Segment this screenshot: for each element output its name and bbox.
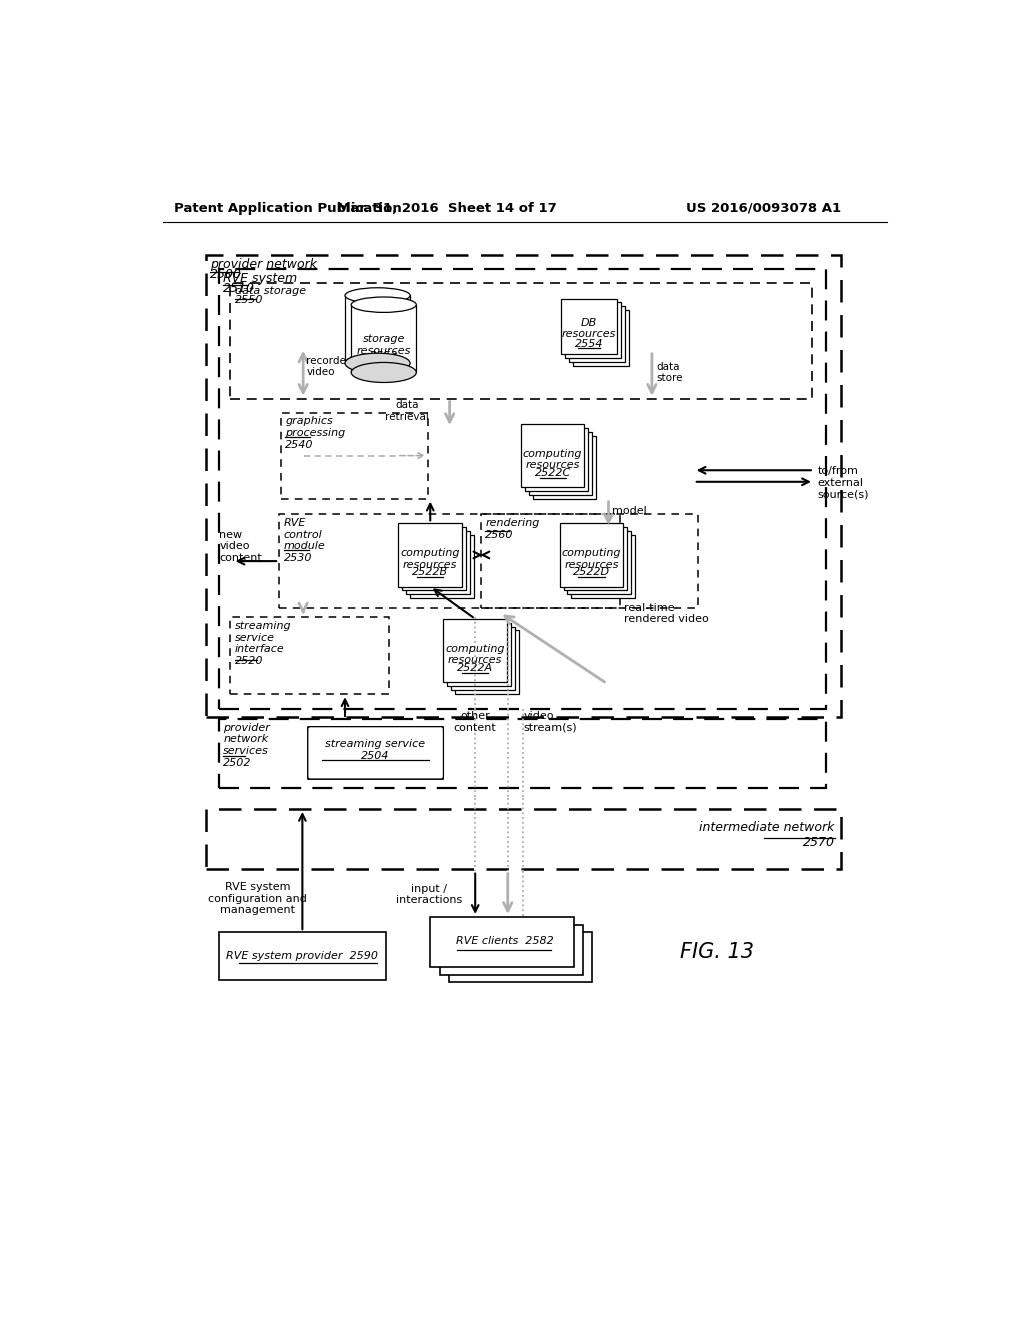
Text: recorded
video: recorded video — [306, 355, 352, 378]
Text: 2522D: 2522D — [572, 568, 610, 577]
Ellipse shape — [351, 297, 417, 313]
Text: data
retrieval: data retrieval — [385, 400, 429, 422]
Text: other
content: other content — [454, 711, 497, 733]
Text: RVE clients  2582: RVE clients 2582 — [456, 936, 554, 946]
Text: streaming
service
interface
2520: streaming service interface 2520 — [234, 622, 292, 667]
Text: 2550: 2550 — [234, 296, 263, 305]
Bar — [219, 268, 825, 709]
Ellipse shape — [345, 354, 410, 374]
Text: provider network: provider network — [210, 257, 317, 271]
FancyBboxPatch shape — [308, 726, 443, 779]
Text: 2522B: 2522B — [413, 568, 449, 577]
Text: streaming service
2504: streaming service 2504 — [326, 739, 425, 760]
Text: 2522C: 2522C — [535, 469, 570, 478]
Text: Mar. 31, 2016  Sheet 14 of 17: Mar. 31, 2016 Sheet 14 of 17 — [338, 202, 557, 215]
Bar — [219, 932, 386, 979]
Bar — [528, 432, 592, 495]
Bar — [407, 531, 470, 594]
Bar — [571, 535, 635, 598]
Bar — [524, 428, 589, 491]
Text: computing
resources: computing resources — [523, 449, 583, 470]
Bar — [447, 623, 511, 686]
Bar — [439, 924, 583, 974]
Bar — [480, 515, 697, 609]
Bar — [280, 515, 621, 609]
Bar — [206, 809, 841, 869]
Text: new
video
content: new video content — [219, 529, 262, 562]
Bar — [452, 627, 515, 689]
Bar — [281, 412, 428, 499]
Text: input /
interactions: input / interactions — [395, 884, 462, 906]
Text: storage
resources: storage resources — [356, 334, 411, 355]
Bar — [532, 436, 596, 499]
Text: RVE system
configuration and
management: RVE system configuration and management — [208, 882, 307, 915]
Text: 2510: 2510 — [223, 281, 255, 294]
Bar — [563, 527, 627, 590]
Text: data storage: data storage — [234, 286, 306, 296]
Text: Patent Application Publication: Patent Application Publication — [174, 202, 402, 215]
Bar — [219, 719, 825, 788]
Bar — [565, 302, 621, 358]
Bar — [567, 531, 631, 594]
Bar — [402, 527, 466, 590]
Text: model: model — [611, 506, 646, 516]
Bar — [561, 298, 617, 354]
Text: RVE
control
module
2530: RVE control module 2530 — [284, 517, 326, 562]
Bar — [443, 619, 507, 682]
Text: data
store: data store — [656, 362, 683, 383]
Bar — [521, 424, 585, 487]
Text: US 2016/0093078 A1: US 2016/0093078 A1 — [686, 202, 841, 215]
Bar — [230, 618, 389, 694]
Bar — [560, 523, 624, 586]
Ellipse shape — [345, 288, 410, 304]
Text: real-time
rendered video: real-time rendered video — [624, 603, 709, 624]
Text: computing
resources: computing resources — [400, 548, 460, 570]
Bar — [345, 296, 410, 363]
Bar — [308, 726, 443, 779]
Bar — [230, 284, 812, 399]
Bar — [569, 306, 625, 362]
Text: to/from
external
source(s): to/from external source(s) — [818, 466, 869, 499]
Text: 2522A: 2522A — [457, 663, 494, 673]
Bar — [351, 305, 417, 372]
Bar — [455, 631, 518, 693]
Text: FIG. 13: FIG. 13 — [680, 941, 754, 961]
Bar — [572, 310, 629, 366]
Bar — [206, 255, 841, 717]
Bar — [449, 932, 592, 982]
Text: video
stream(s): video stream(s) — [523, 711, 577, 733]
Text: 2552: 2552 — [370, 351, 398, 360]
Text: 2554: 2554 — [574, 339, 603, 348]
Text: provider
network
services
2502: provider network services 2502 — [223, 723, 270, 768]
Bar — [398, 523, 462, 586]
Text: rendering
2560: rendering 2560 — [485, 517, 540, 540]
Text: intermediate network
2570: intermediate network 2570 — [699, 821, 835, 849]
Bar — [410, 535, 474, 598]
Text: RVE system provider  2590: RVE system provider 2590 — [226, 952, 379, 961]
Text: computing
resources: computing resources — [445, 644, 505, 665]
Text: RVE system: RVE system — [223, 272, 297, 285]
Bar — [430, 917, 573, 966]
Text: DB
resources: DB resources — [562, 318, 616, 339]
Text: 2500: 2500 — [210, 268, 242, 281]
Text: graphics
processing
2540: graphics processing 2540 — [286, 416, 345, 450]
Ellipse shape — [351, 363, 417, 383]
Text: computing
resources: computing resources — [562, 548, 622, 570]
